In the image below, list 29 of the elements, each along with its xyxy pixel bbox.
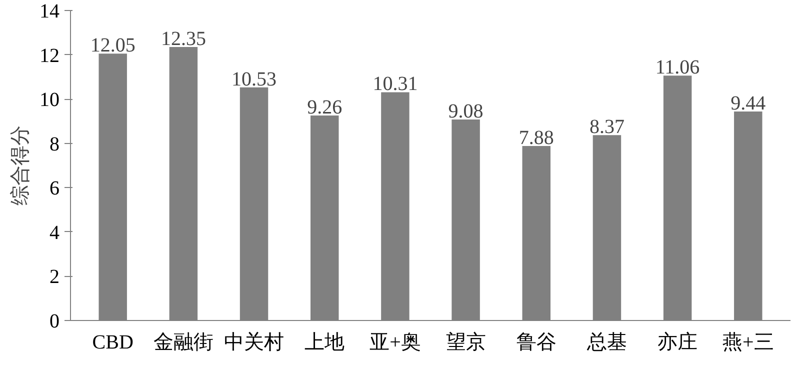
x-tick-label: 中关村: [224, 332, 284, 354]
data-label: 9.26: [307, 96, 342, 118]
y-axis-title: 综合得分: [10, 126, 32, 206]
data-label: 8.37: [589, 116, 624, 138]
x-tick-label: 亦庄: [658, 332, 698, 354]
data-label: 11.06: [655, 56, 700, 79]
x-tick-label: CBD: [92, 332, 134, 354]
y-tick-label: 14: [40, 0, 60, 22]
x-tick-label: 望京: [446, 332, 486, 354]
y-tick-label: 8: [50, 133, 60, 156]
x-tick-label: 总基: [586, 332, 627, 354]
data-label: 7.88: [518, 127, 554, 150]
data-label: 9.44: [730, 92, 766, 114]
data-label: 12.05: [90, 34, 136, 57]
y-tick-label: 4: [50, 222, 60, 244]
y-tick-label: 6: [50, 178, 60, 200]
x-tick-label: 燕+三: [722, 332, 774, 354]
data-label: 10.53: [232, 68, 277, 90]
x-tick-label: 鲁谷: [516, 332, 556, 354]
data-label: 10.31: [372, 73, 418, 96]
y-tick-label: 0: [50, 310, 60, 332]
x-tick-label: 金融街: [153, 332, 214, 354]
y-tick-label: 10: [40, 89, 60, 112]
x-tick-label: 亚+奥: [370, 332, 421, 354]
x-tick-label: 上地: [304, 332, 345, 354]
y-tick-label: 2: [50, 266, 60, 288]
data-label: 12.35: [160, 28, 206, 50]
data-label: 9.08: [448, 100, 484, 122]
y-tick-label: 12: [40, 44, 60, 67]
